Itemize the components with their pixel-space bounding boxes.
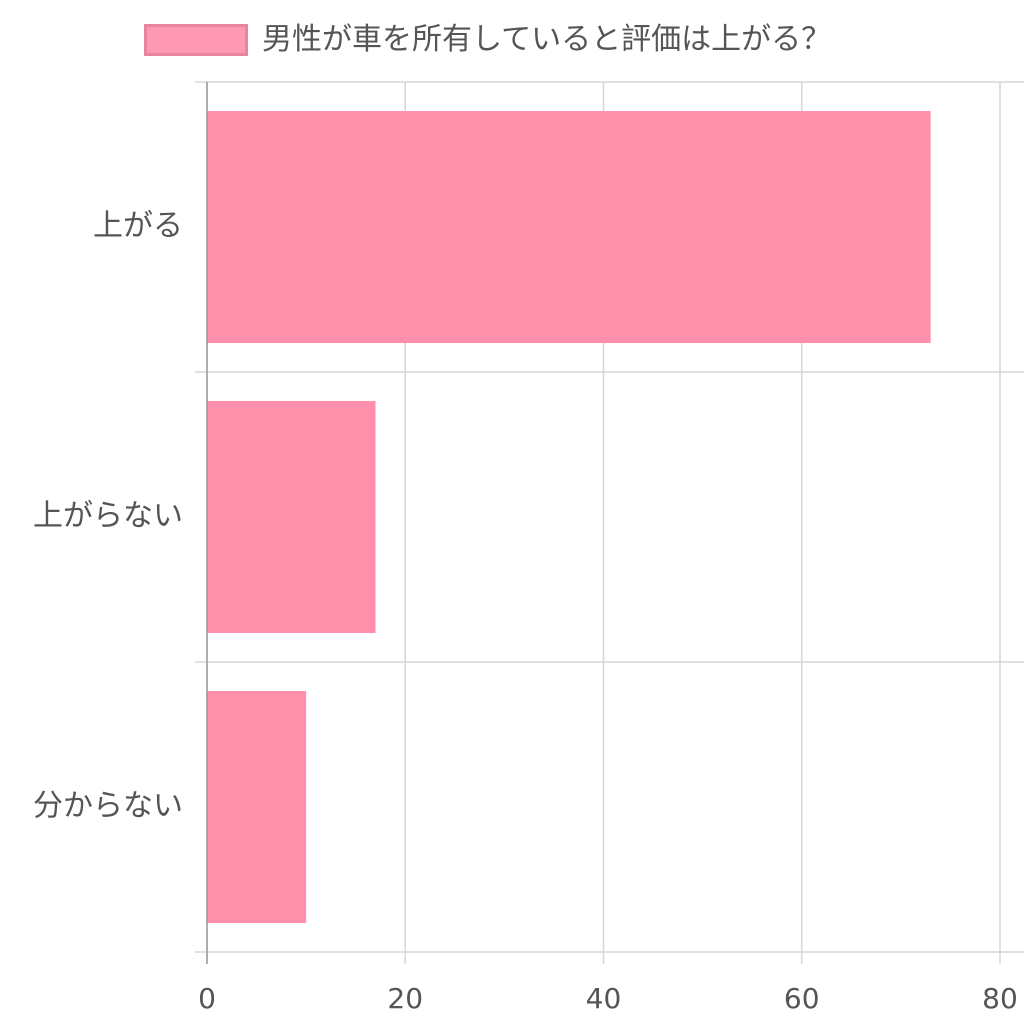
- x-tick-label-1: 20: [387, 982, 423, 1015]
- chart-legend: 男性が車を所有していると評価は上がる？: [0, 0, 1024, 80]
- x-tick-label-3: 60: [784, 982, 820, 1015]
- y-tick-label-2: 分からない: [33, 789, 183, 824]
- bar-2[interactable]: [207, 691, 307, 923]
- x-tick-label-2: 40: [586, 982, 622, 1015]
- y-tick-label-0: 上がる: [93, 209, 183, 244]
- bar-0[interactable]: [207, 111, 931, 343]
- legend-swatch[interactable]: [144, 24, 248, 56]
- legend-label: 男性が車を所有していると評価は上がる？: [262, 22, 832, 57]
- x-tick-label-0: 0: [198, 982, 216, 1015]
- bar-1[interactable]: [207, 401, 376, 633]
- y-tick-label-1: 上がらない: [33, 499, 183, 534]
- x-axis-labels: 0 20 40 60 80: [198, 982, 1018, 1015]
- x-tick-label-4: 80: [982, 982, 1018, 1015]
- bars: [207, 111, 931, 923]
